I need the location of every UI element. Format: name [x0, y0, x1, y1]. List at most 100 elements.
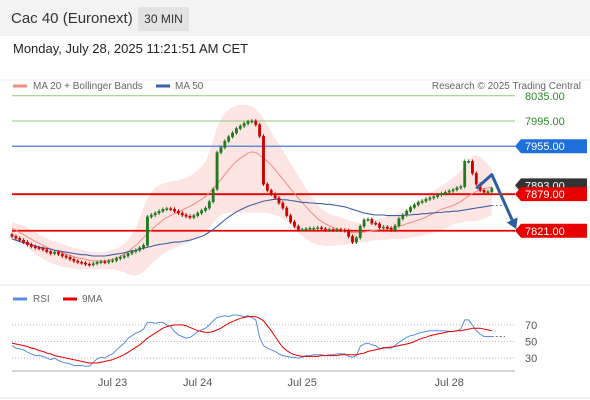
time-axis: Jul 23 Jul 24 Jul 25 Jul 28: [12, 370, 515, 389]
candle-body: [165, 208, 169, 210]
price-tags: 8035.007995.007955.007893.007879.007821.…: [515, 91, 587, 238]
candle-body: [242, 123, 246, 127]
candle-body: [111, 260, 115, 262]
x-tick-0: Jul 23: [98, 377, 127, 389]
candle-body: [84, 262, 87, 265]
candle-body: [424, 198, 428, 202]
candle-body: [207, 201, 211, 209]
candle-body: [335, 229, 339, 231]
candle-body: [138, 247, 142, 251]
legend-label-ma50: MA 50: [175, 81, 204, 92]
instrument-title: Cac 40 (Euronext): [11, 10, 133, 27]
candle-body: [26, 241, 29, 245]
candle-body: [57, 251, 60, 255]
candle-body: [211, 188, 215, 202]
candle-body: [10, 234, 14, 237]
rsi-level-label-2: 30: [525, 353, 537, 365]
indicator-lines: [11, 151, 505, 262]
candle-body: [29, 244, 33, 247]
candle-body: [126, 253, 130, 257]
candle-body: [327, 229, 331, 231]
rsi-level-label-0: 70: [525, 320, 537, 332]
level-tag-2-box: [515, 139, 587, 154]
candle-body: [157, 210, 161, 214]
candle-body: [41, 248, 45, 250]
rsi-ma-legend-label: 9MA: [82, 294, 103, 305]
rsi-panel: 70 50 30 RSI 9MA: [11, 294, 537, 367]
rsi-line: [11, 314, 492, 367]
candle-body: [447, 190, 451, 193]
candle-body: [285, 207, 289, 216]
candle-body: [196, 212, 200, 216]
candle-body: [184, 214, 188, 217]
candle-body: [18, 238, 22, 241]
candle-body: [323, 228, 327, 231]
candle-body: [68, 256, 72, 260]
candle-body: [223, 140, 227, 148]
rsi-ma-line: [11, 316, 492, 364]
candle-body: [308, 227, 312, 230]
candle-body: [273, 193, 277, 199]
candle-body: [312, 227, 316, 230]
candle-body: [331, 229, 335, 231]
level-tag-4-box: [515, 223, 587, 238]
candle-body: [339, 229, 343, 231]
candle-body: [471, 161, 474, 174]
rsi-level-label-1: 50: [525, 336, 537, 348]
level-tag-3-label: 7879.00: [525, 189, 565, 201]
candle-body: [146, 216, 149, 246]
candle-body: [142, 245, 145, 249]
candle-body: [107, 260, 111, 263]
candle-body: [451, 189, 455, 192]
candle-body: [289, 215, 292, 223]
candle-body: [231, 132, 234, 138]
candle-body: [486, 191, 490, 193]
candle-body: [443, 192, 447, 194]
candle-body: [258, 124, 262, 137]
candle-body: [250, 120, 254, 123]
candle-body: [200, 210, 204, 214]
candle-body: [432, 196, 436, 199]
ma20-line: [11, 151, 492, 262]
candle-body: [401, 214, 405, 220]
candle-body: [95, 262, 99, 264]
candle-body: [474, 173, 478, 185]
candle-body: [169, 208, 173, 210]
candle-body: [204, 207, 207, 211]
candle-body: [33, 246, 37, 249]
candle-body: [293, 221, 296, 227]
candle-body: [173, 209, 176, 212]
candle-body: [219, 147, 223, 153]
bollinger-bands: [12, 104, 492, 276]
x-tick-2: Jul 25: [288, 377, 317, 389]
price-grid: [0, 79, 590, 399]
candle-body: [436, 194, 440, 197]
candle-body: [370, 219, 374, 224]
level-label-1: 7995.00: [525, 116, 565, 128]
candle-body: [351, 236, 354, 243]
level-tag-3-box: [515, 187, 587, 202]
candle-body: [161, 209, 165, 212]
candle-body: [99, 261, 103, 263]
candle-body: [397, 218, 401, 226]
candle-body: [192, 215, 196, 218]
candle-body: [91, 263, 95, 266]
candle-body: [188, 215, 192, 218]
candle-body: [14, 236, 18, 239]
candle-body: [343, 229, 347, 232]
candle-body: [37, 247, 41, 250]
candle-body: [358, 226, 362, 238]
candle-body: [103, 261, 107, 263]
candle-body: [374, 222, 378, 225]
chart-credit: Research © 2025 Trading Central: [432, 81, 581, 92]
level-label-0: 8035.00: [525, 91, 565, 103]
candle-body: [76, 260, 80, 263]
timeframe-button[interactable]: 30 MIN: [138, 7, 189, 31]
chart-datetime: Monday, July 28, 2025 11:21:51 AM CET: [13, 41, 249, 56]
candle-body: [277, 197, 281, 204]
candle-body: [87, 263, 91, 266]
level-tag-4-label: 7821.00: [525, 226, 565, 238]
candle-body: [354, 237, 358, 243]
candle-body: [304, 228, 308, 231]
level-tag-3: 7879.00: [515, 187, 587, 202]
